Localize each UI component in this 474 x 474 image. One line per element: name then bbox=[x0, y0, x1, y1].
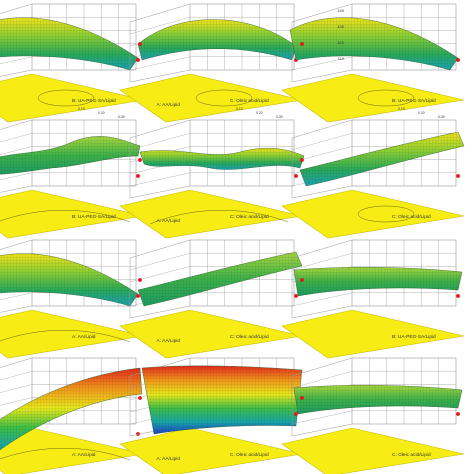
contour-line bbox=[357, 205, 415, 223]
surface-plot-4: B: UA-PEG-SA/Lipid bbox=[0, 119, 145, 239]
yellow-contour-floor bbox=[119, 309, 303, 359]
yellow-contour-floor bbox=[281, 189, 465, 239]
yellow-contour-floor bbox=[281, 427, 465, 474]
yellow-contour-floor bbox=[119, 427, 303, 474]
design-point bbox=[136, 294, 140, 298]
surface-mesh bbox=[294, 267, 462, 296]
axis-tick-label: 0.10 bbox=[78, 107, 85, 111]
design-point bbox=[300, 396, 304, 400]
design-point bbox=[136, 432, 140, 436]
design-point bbox=[456, 412, 460, 416]
design-point bbox=[138, 396, 142, 400]
axis-tick-label: 0.30 bbox=[438, 115, 445, 119]
floor-axis-label: B: UA-PEG-SA/Lipid bbox=[392, 98, 436, 104]
floor-axis-label: C: Oleic acid/Lipid bbox=[230, 334, 269, 340]
floor-axis-label: B: UA-PEG-SA/Lipid bbox=[72, 98, 116, 104]
design-point bbox=[456, 58, 460, 62]
surface-plot-12: C: Oleic acid/Lipid bbox=[281, 357, 465, 474]
z-tick-label: 110 bbox=[338, 56, 345, 61]
axis-tick-label: 0.20 bbox=[256, 111, 263, 115]
yellow-contour-floor bbox=[119, 189, 303, 239]
design-point bbox=[136, 174, 140, 178]
axis-tick-label: 0.30 bbox=[276, 115, 283, 119]
yellow-contour-floor bbox=[281, 309, 465, 359]
z-tick-label: 120 bbox=[337, 40, 344, 45]
floor-axis-label: A: AA/Lipid bbox=[72, 452, 96, 458]
design-point bbox=[300, 278, 304, 282]
contour-line bbox=[0, 210, 131, 223]
contour-line bbox=[195, 89, 253, 107]
z-tick-label: 140 bbox=[337, 8, 344, 13]
surface-plot-9: B: UA-PEG-SA/Lipid bbox=[281, 239, 465, 359]
surface-mesh bbox=[140, 148, 304, 170]
surface-plot-11: A: AA/Lipid C: Oleic acid/Lipid bbox=[119, 357, 303, 474]
yellow-contour-floor bbox=[119, 73, 303, 123]
floor-axis-label: C: Oleic acid/Lipid bbox=[392, 452, 431, 458]
z-tick-label: 130 bbox=[337, 24, 344, 29]
floor-axis-label: C: Oleic acid/Lipid bbox=[392, 214, 431, 220]
surface-plot-10: A: AA/Lipid bbox=[0, 357, 145, 474]
surface-mesh bbox=[0, 368, 142, 450]
floor-axis-label: B: UA-PEG-SA/Lipid bbox=[392, 334, 436, 340]
surface-plot-6: C: Oleic acid/Lipid bbox=[281, 119, 465, 239]
contour-line bbox=[149, 210, 289, 225]
axis-tick-label: 0.10 bbox=[398, 107, 405, 111]
floor-axis-label: C: Oleic acid/Lipid bbox=[230, 214, 269, 220]
yellow-contour-floor bbox=[0, 309, 145, 359]
side-axis-label: A: AA/Lipid bbox=[157, 338, 181, 344]
surface-mesh bbox=[138, 19, 296, 61]
axis-tick-label: 0.20 bbox=[98, 111, 105, 115]
design-point bbox=[456, 174, 460, 178]
surface-mesh bbox=[0, 253, 138, 306]
surface-plot-5: A: AA/Lipid C: Oleic acid/Lipid bbox=[119, 119, 305, 239]
design-point bbox=[300, 42, 304, 46]
surface-plot-2: 0.10 0.20 0.30 A: AA/Lipid C: Oleic acid/Lip… bbox=[119, 3, 303, 123]
side-axis-label: A: AA/Lipid bbox=[157, 102, 181, 108]
axis-tick-label: 0.30 bbox=[118, 115, 125, 119]
design-point bbox=[456, 294, 460, 298]
surface-plot-3: 140 130 120 110 0.10 0.20 0.30 B: UA-PEG-SA/Lip… bbox=[281, 3, 465, 123]
surface-plot-1: 0.10 0.20 0.30 B: UA-PEG-SA/Lipid bbox=[0, 3, 145, 123]
design-point bbox=[294, 412, 298, 416]
design-point bbox=[294, 174, 298, 178]
side-axis-label: A: AA/Lipid bbox=[157, 456, 181, 462]
surface-mesh bbox=[300, 132, 464, 186]
surface-mesh bbox=[0, 17, 138, 70]
floor-axis-label: C: Oleic acid/Lipid bbox=[230, 98, 269, 104]
surface-mesh bbox=[0, 136, 140, 175]
contour-line bbox=[37, 89, 95, 107]
floor-axis-label: C: Oleic acid/Lipid bbox=[230, 452, 269, 458]
design-point bbox=[138, 42, 142, 46]
floor-axis-label: A: AA/Lipid bbox=[72, 334, 96, 340]
yellow-contour-floor bbox=[281, 73, 465, 123]
surface-mesh bbox=[142, 365, 302, 434]
side-axis-label: A: AA/Lipid bbox=[157, 218, 181, 224]
yellow-contour-floor bbox=[0, 189, 145, 239]
axis-tick-label: 0.20 bbox=[418, 111, 425, 115]
floor-axis-label: B: UA-PEG-SA/Lipid bbox=[72, 214, 116, 220]
surface-plot-7: A: AA/Lipid bbox=[0, 239, 145, 359]
design-point bbox=[294, 294, 298, 298]
design-point bbox=[138, 158, 142, 162]
design-point bbox=[136, 58, 140, 62]
surface-mesh bbox=[290, 17, 458, 70]
surface-plot-8: A: AA/Lipid C: Oleic acid/Lipid bbox=[119, 239, 303, 359]
contour-line bbox=[0, 448, 131, 461]
design-point bbox=[300, 158, 304, 162]
design-point bbox=[138, 278, 142, 282]
axis-tick-label: 0.10 bbox=[236, 107, 243, 111]
surface-mesh bbox=[294, 385, 462, 414]
contour-line bbox=[357, 89, 415, 107]
contour-line bbox=[0, 330, 131, 343]
surface-mesh bbox=[138, 252, 302, 306]
